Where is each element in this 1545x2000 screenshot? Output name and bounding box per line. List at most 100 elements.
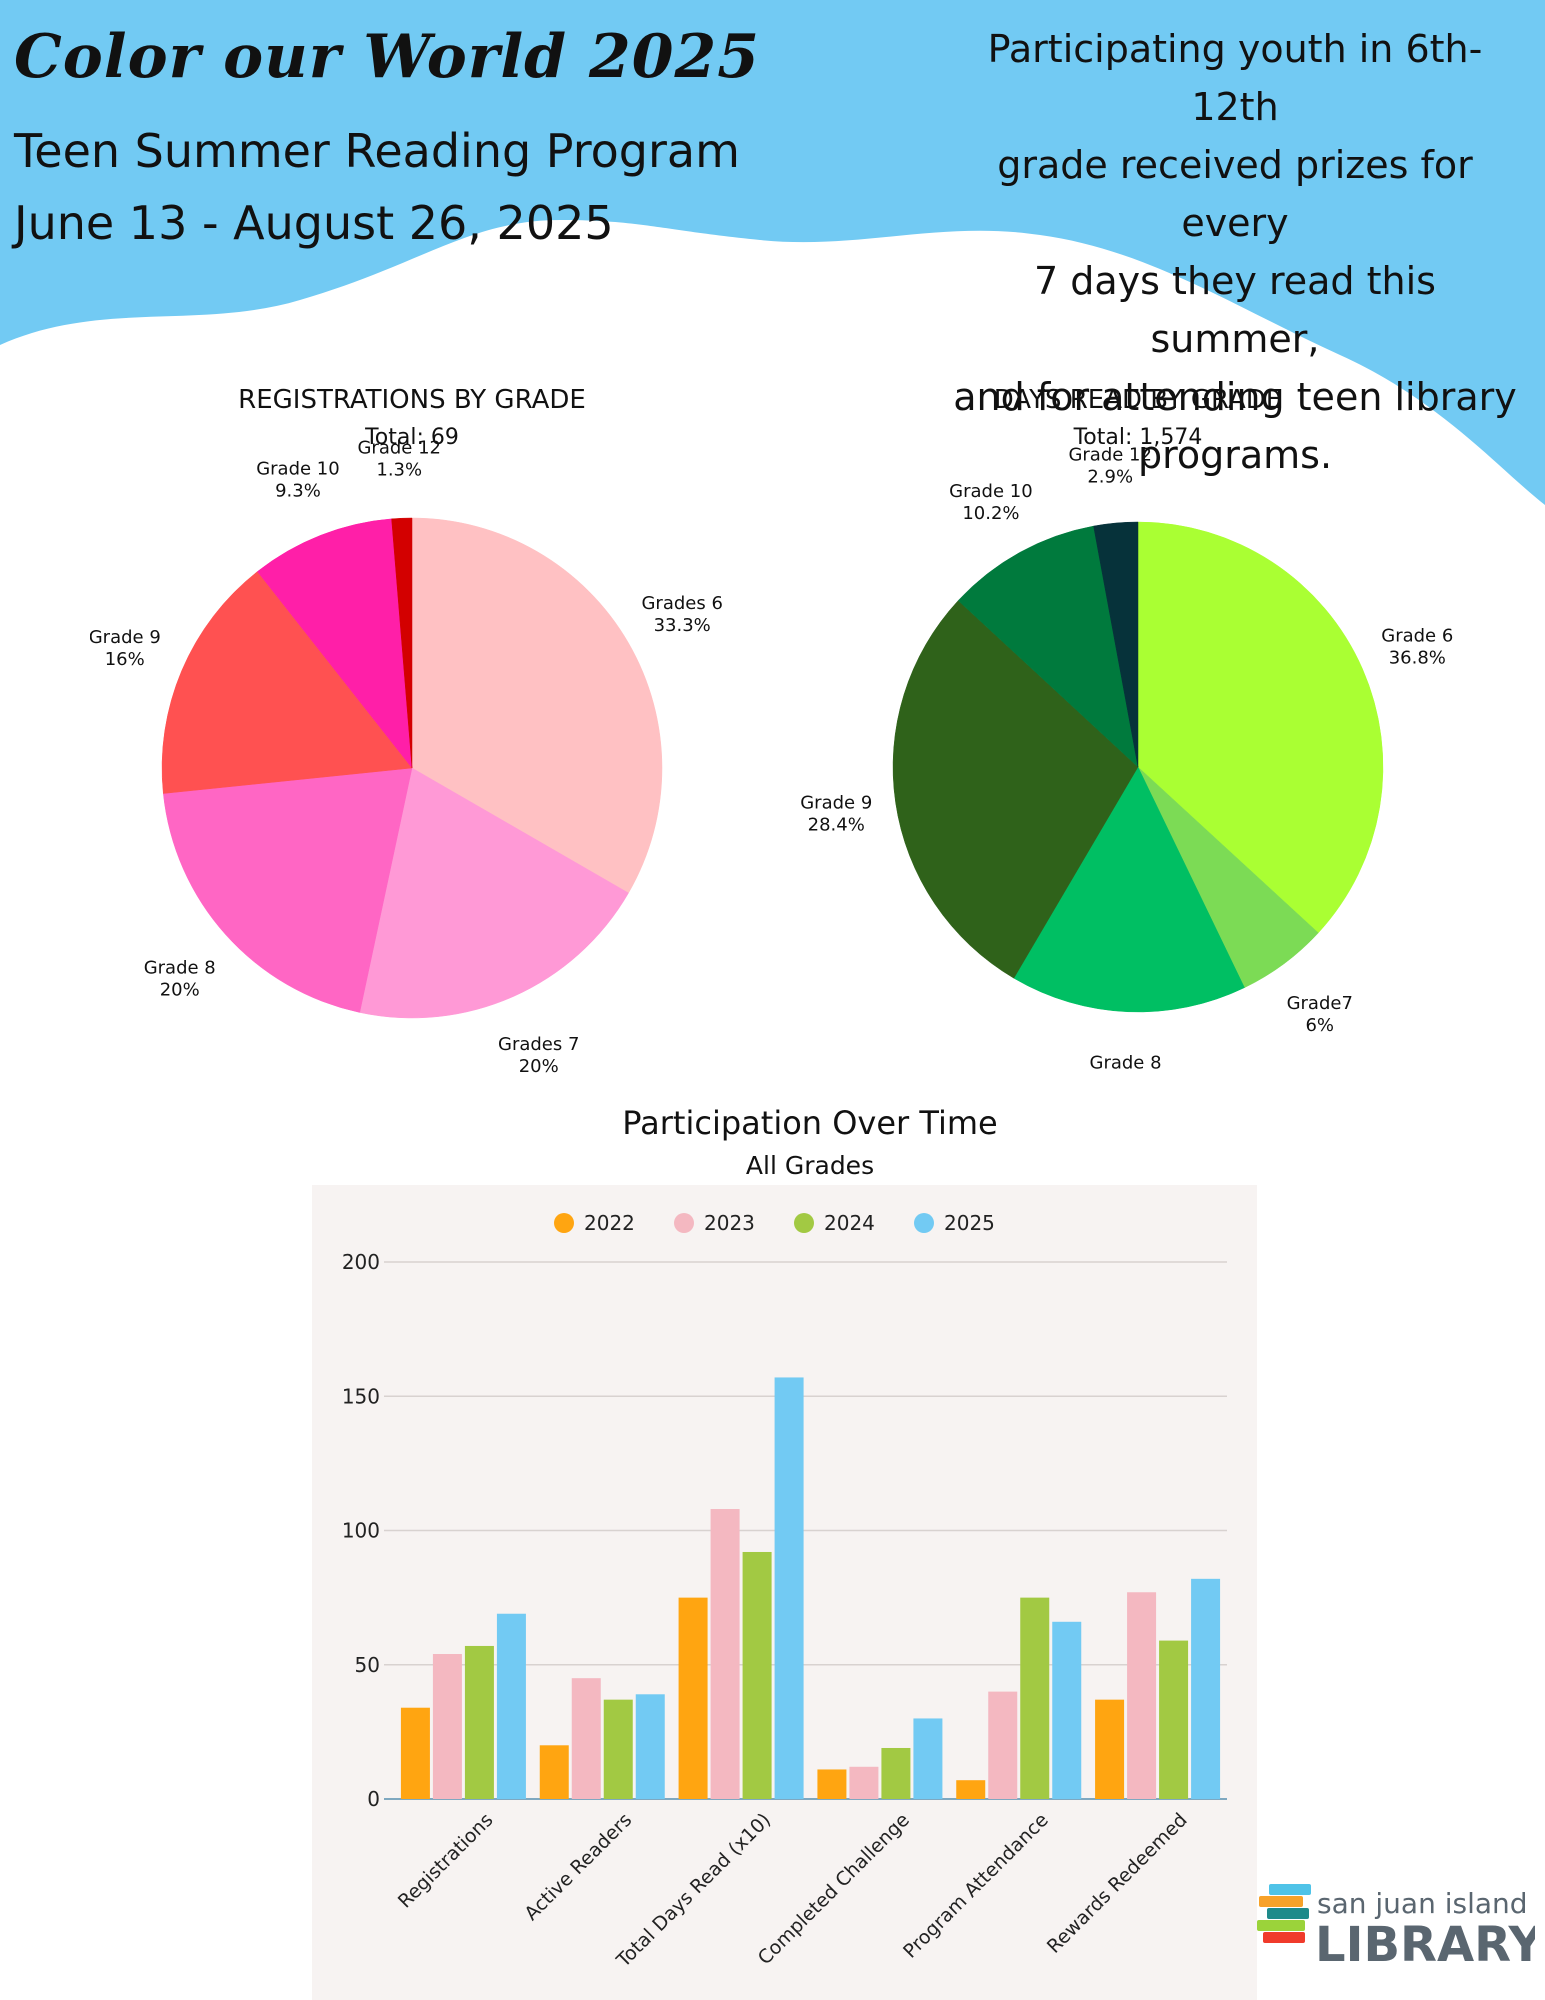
bar-program-attendance-2024 bbox=[1020, 1597, 1050, 1799]
chart-title: Participation Over Time bbox=[622, 1104, 997, 1142]
slice-value-grades-6: 33.3% bbox=[654, 615, 711, 636]
description-line: and for attending teen library bbox=[953, 375, 1517, 419]
legend-swatch-2024 bbox=[794, 1213, 814, 1233]
description-line: Participating youth in 6th-12th bbox=[987, 27, 1483, 129]
chart-subtitle: Total: 1,574 bbox=[1073, 425, 1203, 450]
logo-text-line1: san juan island bbox=[1317, 1887, 1528, 1920]
chart-subtitle: Total: 69 bbox=[364, 425, 459, 450]
bar-chart-heading: Participation Over Time All Grades bbox=[622, 1104, 997, 1180]
slice-label-grade-9: Grade 9 bbox=[90, 627, 161, 648]
bar-program-attendance-2023 bbox=[988, 1691, 1018, 1799]
bar-completed-challenge-2023 bbox=[849, 1766, 879, 1799]
slice-value-grade-10: 10.2% bbox=[962, 503, 1019, 524]
slice-label-grade-8: Grade 8 bbox=[1090, 1053, 1162, 1074]
days-read-pie-chart: DAYS READ BY GRADE Total: 1,574 Grade 63… bbox=[800, 385, 1453, 1075]
legend-label-2023: 2023 bbox=[704, 1211, 755, 1235]
slice-label-grade7: Grade7 bbox=[1287, 993, 1353, 1014]
slice-value-grade-8: 20% bbox=[160, 979, 200, 1000]
bar-active-readers-2024 bbox=[603, 1699, 633, 1799]
pie-slice-grades-7 bbox=[359, 767, 629, 1019]
slice-value-grade-12: 1.3% bbox=[376, 459, 422, 480]
bar-rewards-redeemed-2025 bbox=[1191, 1578, 1221, 1799]
bar-rewards-redeemed-2022 bbox=[1095, 1699, 1125, 1799]
slice-value-grade7: 6% bbox=[1305, 1015, 1334, 1036]
bar-completed-challenge-2024 bbox=[881, 1747, 911, 1799]
legend-label-2024: 2024 bbox=[824, 1211, 875, 1235]
bar-total-days-read-x10-2022 bbox=[678, 1597, 708, 1799]
slice-value-grades-7: 20% bbox=[519, 1056, 559, 1075]
legend-label-2022: 2022 bbox=[584, 1211, 635, 1235]
logo-stripe bbox=[1269, 1884, 1311, 1895]
pie-slice-grade-8 bbox=[1013, 766, 1245, 1013]
bar-rewards-redeemed-2023 bbox=[1127, 1592, 1157, 1799]
bar-active-readers-2023 bbox=[571, 1678, 601, 1799]
pie-slice-grade-9 bbox=[161, 571, 413, 794]
chart-title: REGISTRATIONS BY GRADE bbox=[238, 385, 586, 415]
slice-label-grades-6: Grades 6 bbox=[641, 593, 722, 614]
logo-text-line2: LIBRARY bbox=[1315, 1917, 1535, 1973]
y-tick-label: 0 bbox=[367, 1787, 380, 1811]
slice-label-grade-12: Grade 12 bbox=[1068, 444, 1152, 465]
logo-stripe bbox=[1257, 1920, 1305, 1931]
y-tick-label: 150 bbox=[342, 1384, 380, 1408]
y-tick-label: 50 bbox=[355, 1653, 380, 1677]
logo-stripe bbox=[1263, 1932, 1305, 1943]
bar-active-readers-2025 bbox=[635, 1694, 665, 1799]
bar-registrations-2025 bbox=[496, 1613, 526, 1799]
slice-label-grade-9: Grade 9 bbox=[800, 792, 872, 813]
registrations-pie-chart: REGISTRATIONS BY GRADE Total: 69 Grades … bbox=[90, 385, 723, 1075]
slice-label-grades-7: Grades 7 bbox=[498, 1034, 579, 1055]
y-tick-label: 100 bbox=[342, 1519, 380, 1543]
pie-slice-grade-12 bbox=[391, 517, 413, 769]
pie-slice-grade-6 bbox=[1137, 521, 1384, 934]
bar-total-days-read-x10-2025 bbox=[774, 1377, 804, 1799]
pie-slice-grade-10 bbox=[957, 525, 1139, 768]
slice-value-grade-10: 9.3% bbox=[275, 481, 321, 502]
description-line: grade received prizes for every bbox=[997, 143, 1473, 245]
program-dates: June 13 - August 26, 2025 bbox=[14, 196, 614, 250]
bar-registrations-2024 bbox=[464, 1645, 494, 1799]
logo-stripe bbox=[1259, 1896, 1303, 1907]
slice-value-grade-12: 2.9% bbox=[1087, 466, 1133, 487]
slice-label-grade-10: Grade 10 bbox=[256, 459, 340, 480]
program-description: Participating youth in 6th-12th grade re… bbox=[945, 20, 1525, 484]
bar-completed-challenge-2022 bbox=[817, 1769, 847, 1799]
bar-total-days-read-x10-2024 bbox=[742, 1551, 772, 1799]
page-title: Color our World 2025 bbox=[14, 22, 760, 92]
y-tick-label: 200 bbox=[342, 1250, 380, 1274]
slice-value-grade-6: 36.8% bbox=[1389, 647, 1446, 668]
bar-rewards-redeemed-2024 bbox=[1159, 1640, 1189, 1799]
legend-label-2025: 2025 bbox=[944, 1211, 995, 1235]
pie-slice-grade-8 bbox=[163, 767, 413, 1013]
pie-slice-grade-12 bbox=[1093, 521, 1139, 768]
slice-label-grade-12: Grade 12 bbox=[357, 437, 441, 458]
pie-slice-grade-10 bbox=[257, 518, 413, 769]
slice-label-grade-10: Grade 10 bbox=[949, 481, 1033, 502]
bar-registrations-2022 bbox=[400, 1707, 430, 1799]
bar-registrations-2023 bbox=[432, 1654, 462, 1799]
legend-swatch-2023 bbox=[674, 1213, 694, 1233]
logo-stripe bbox=[1267, 1908, 1309, 1919]
chart-title: DAYS READ BY GRADE bbox=[994, 385, 1283, 415]
pie-slice-grade-9 bbox=[892, 600, 1139, 979]
chart-subtitle: All Grades bbox=[746, 1151, 874, 1180]
slice-label-grade-6: Grade 6 bbox=[1381, 625, 1453, 646]
description-line: 7 days they read this summer, bbox=[1034, 259, 1436, 361]
bar-program-attendance-2022 bbox=[956, 1780, 986, 1799]
header-wave bbox=[0, 0, 1545, 505]
program-name: Teen Summer Reading Program bbox=[14, 124, 740, 178]
slice-value-grade-9: 28.4% bbox=[808, 814, 865, 835]
bar-program-attendance-2025 bbox=[1052, 1621, 1082, 1799]
pie-slice-grades-6 bbox=[411, 517, 663, 894]
legend-swatch-2025 bbox=[914, 1213, 934, 1233]
legend-swatch-2022 bbox=[554, 1213, 574, 1233]
slice-label-grade-8: Grade 8 bbox=[144, 957, 216, 978]
bar-active-readers-2022 bbox=[539, 1745, 569, 1799]
description-line: programs. bbox=[1137, 433, 1333, 477]
slice-value-grade-9: 16% bbox=[105, 649, 145, 670]
bar-completed-challenge-2025 bbox=[913, 1718, 943, 1799]
bar-total-days-read-x10-2023 bbox=[710, 1509, 740, 1799]
library-logo: san juan island LIBRARY bbox=[1257, 1884, 1535, 1973]
header-wave-background bbox=[0, 0, 1545, 505]
